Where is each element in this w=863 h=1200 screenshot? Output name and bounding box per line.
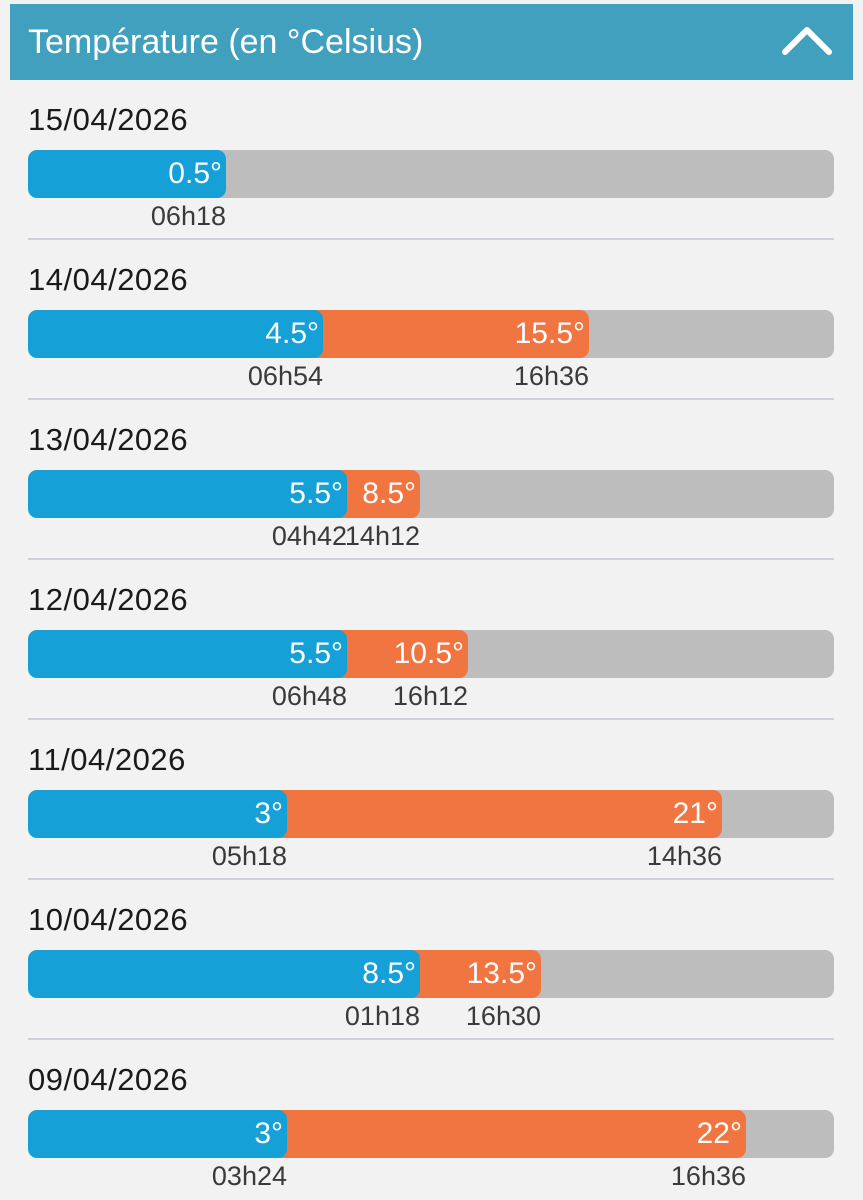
max-temperature-value: 21° bbox=[672, 797, 718, 830]
min-temperature-bar: 5.5° bbox=[28, 630, 347, 678]
row-divider bbox=[28, 398, 834, 400]
row-date: 14/04/2026 bbox=[28, 262, 189, 297]
temperature-row: 15/04/2026 0.5° 06h18 bbox=[10, 80, 853, 240]
temperature-row: 12/04/2026 5.5° 10.5° 06h48 16h12 bbox=[10, 560, 853, 720]
max-temperature-bar: 10.5° bbox=[335, 630, 468, 678]
min-temperature-time: 06h54 bbox=[247, 361, 323, 391]
min-temperature-bar: 3° bbox=[28, 1110, 287, 1158]
chevron-up-icon bbox=[782, 27, 832, 55]
row-divider bbox=[28, 718, 834, 720]
temperature-track: 3° 22° bbox=[28, 1110, 834, 1158]
min-temperature-time: 04h42 bbox=[271, 521, 347, 551]
min-temperature-time: 05h18 bbox=[211, 841, 287, 871]
min-temperature-value: 5.5° bbox=[289, 637, 343, 670]
temperature-row: 13/04/2026 5.5° 8.5° 04h42 14h12 bbox=[10, 400, 853, 560]
row-date: 10/04/2026 bbox=[28, 902, 189, 937]
row-date: 15/04/2026 bbox=[28, 102, 189, 137]
min-temperature-time: 01h18 bbox=[344, 1001, 420, 1031]
min-temperature-value: 3° bbox=[254, 1117, 283, 1150]
min-temperature-value: 0.5° bbox=[168, 157, 222, 190]
panel-header[interactable]: Température (en °Celsius) bbox=[10, 4, 853, 80]
min-temperature-value: 8.5° bbox=[362, 957, 416, 990]
temperature-row: 10/04/2026 8.5° 13.5° 01h18 16h30 bbox=[10, 880, 853, 1040]
row-divider bbox=[28, 238, 834, 240]
collapse-button[interactable] bbox=[779, 14, 835, 70]
min-temperature-time: 03h24 bbox=[211, 1161, 287, 1191]
max-temperature-value: 10.5° bbox=[393, 637, 464, 670]
max-temperature-value: 22° bbox=[696, 1117, 742, 1150]
min-temperature-bar: 0.5° bbox=[28, 150, 226, 198]
max-temperature-time: 14h12 bbox=[344, 521, 420, 551]
temperature-row: 09/04/2026 3° 22° 03h24 16h36 bbox=[10, 1040, 853, 1200]
temperature-track: 4.5° 15.5° bbox=[28, 310, 834, 358]
temperature-row: 11/04/2026 3° 21° 05h18 14h36 bbox=[10, 720, 853, 880]
min-temperature-value: 4.5° bbox=[265, 317, 319, 350]
row-date: 12/04/2026 bbox=[28, 582, 189, 617]
row-divider bbox=[28, 878, 834, 880]
max-temperature-bar: 22° bbox=[275, 1110, 746, 1158]
max-temperature-bar: 21° bbox=[275, 790, 722, 838]
min-temperature-bar: 5.5° bbox=[28, 470, 347, 518]
max-temperature-value: 8.5° bbox=[362, 477, 416, 510]
temperature-track: 3° 21° bbox=[28, 790, 834, 838]
row-divider bbox=[28, 558, 834, 560]
max-temperature-bar: 8.5° bbox=[335, 470, 420, 518]
temperature-track: 8.5° 13.5° bbox=[28, 950, 834, 998]
max-temperature-time: 16h12 bbox=[392, 681, 468, 711]
temperature-panel: Température (en °Celsius) 15/04/2026 0.5°… bbox=[10, 4, 853, 1200]
min-temperature-bar: 8.5° bbox=[28, 950, 420, 998]
row-divider bbox=[28, 1038, 834, 1040]
max-temperature-time: 16h30 bbox=[465, 1001, 541, 1031]
max-temperature-value: 13.5° bbox=[466, 957, 537, 990]
min-temperature-value: 5.5° bbox=[289, 477, 343, 510]
panel-title: Température (en °Celsius) bbox=[28, 23, 424, 61]
min-temperature-bar: 4.5° bbox=[28, 310, 323, 358]
max-temperature-value: 15.5° bbox=[514, 317, 585, 350]
temperature-track: 0.5° bbox=[28, 150, 834, 198]
max-temperature-bar: 15.5° bbox=[311, 310, 589, 358]
temperature-track: 5.5° 8.5° bbox=[28, 470, 834, 518]
min-temperature-bar: 3° bbox=[28, 790, 287, 838]
row-date: 13/04/2026 bbox=[28, 422, 189, 457]
max-temperature-time: 16h36 bbox=[670, 1161, 746, 1191]
max-temperature-time: 14h36 bbox=[646, 841, 722, 871]
row-date: 11/04/2026 bbox=[28, 742, 186, 777]
temperature-track: 5.5° 10.5° bbox=[28, 630, 834, 678]
max-temperature-bar: 13.5° bbox=[408, 950, 541, 998]
row-date: 09/04/2026 bbox=[28, 1062, 189, 1097]
min-temperature-time: 06h48 bbox=[271, 681, 347, 711]
max-temperature-time: 16h36 bbox=[513, 361, 589, 391]
min-temperature-time: 06h18 bbox=[150, 201, 226, 231]
temperature-row: 14/04/2026 4.5° 15.5° 06h54 16h36 bbox=[10, 240, 853, 400]
min-temperature-value: 3° bbox=[254, 797, 283, 830]
